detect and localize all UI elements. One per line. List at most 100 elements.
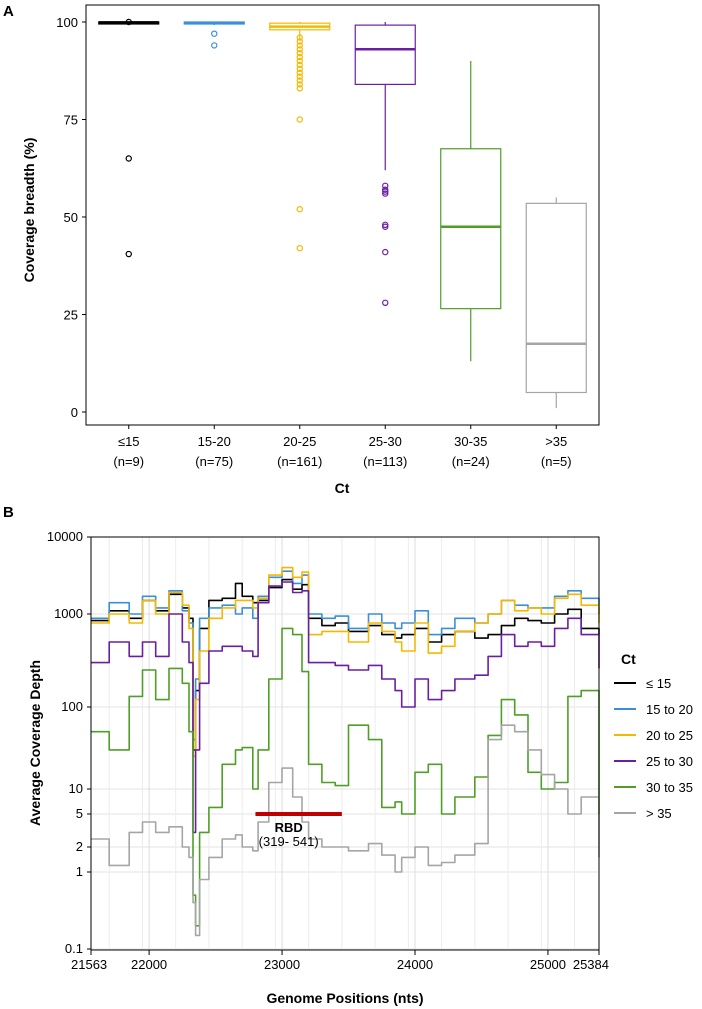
panel-b-grid	[90, 536, 600, 950]
box-group-2: 20-25 (n=161)	[269, 22, 331, 469]
outlier-point	[382, 248, 389, 256]
box	[354, 24, 416, 85]
outlier-point	[296, 73, 303, 80]
outlier-point	[296, 77, 303, 84]
x-tick-count: (n=9)	[113, 454, 144, 469]
outlier-point	[125, 155, 132, 162]
box-group-5: >35 (n=5)	[525, 197, 587, 469]
x-tick-label: ≤15	[118, 434, 140, 449]
panel-b-y-axis: 0.1 1 2 5 10 100 1000 10000	[47, 529, 91, 956]
panel-b-x-axis: 21563 22000 23000 24000 25000 25384	[71, 950, 609, 972]
legend-item-label: 30 to 35	[646, 780, 693, 795]
y-tick-label: 5	[76, 806, 83, 821]
panel-a-x-label: Ct	[335, 480, 350, 496]
outlier-point	[296, 57, 303, 65]
outlier-point	[125, 18, 132, 26]
box-group-1: 15-20 (n=75)	[183, 21, 245, 469]
outlier-point	[296, 85, 303, 92]
panel-a-y-label: Coverage breadth (%)	[21, 138, 37, 283]
outlier-point	[296, 46, 303, 53]
x-tick-label: 20-25	[283, 434, 316, 449]
y-tick-label: 10000	[47, 529, 83, 544]
legend-item-label: 15 to 20	[646, 702, 693, 717]
outlier-point	[382, 190, 389, 197]
legend-title: Ct	[621, 651, 636, 667]
panel-b-x-label: Genome Positions (nts)	[266, 990, 423, 1006]
box	[440, 148, 502, 310]
outlier-point	[296, 69, 303, 76]
outlier-point	[382, 182, 389, 189]
x-tick-count: (n=75)	[195, 454, 233, 469]
y-tick-label: 10	[69, 781, 83, 796]
series-line-3	[91, 581, 600, 834]
panel-a-frame	[85, 4, 600, 426]
rbd-label: RBD	[275, 820, 303, 835]
x-tick-label: 23000	[264, 957, 300, 972]
outlier-point	[211, 42, 218, 49]
outlier-point	[382, 299, 389, 306]
panel-a-label: A	[3, 3, 14, 20]
panel-a-groups: ≤15 (n=9) 15-20 (n=75) 20-25 (n=161) 25-30 (n=1…	[98, 18, 587, 469]
y-tick-label: 1000	[54, 606, 83, 621]
x-tick-label: 25-30	[369, 434, 402, 449]
series-line-2	[91, 566, 600, 758]
y-tick-label: 25	[64, 308, 78, 323]
outlier-point	[296, 65, 303, 73]
outlier-point	[296, 42, 303, 49]
panel-b-linechart: RBD(319- 541) 0.1 1 2 5 10 100 1000 10000 21563…	[27, 529, 693, 1006]
outlier-point	[211, 30, 218, 37]
x-tick-label: 15-20	[198, 434, 231, 449]
box-group-3: 25-30 (n=113)	[354, 22, 416, 469]
y-tick-label: 100	[61, 699, 83, 714]
legend-item-label: 20 to 25	[646, 728, 693, 743]
panel-a-boxplot: 0 25 50 75 100 ≤15 (n=9) 15-20 (n=75) 20-25 (n=16…	[21, 4, 600, 496]
outlier-point	[296, 53, 303, 61]
outlier-point	[382, 221, 389, 228]
rbd-annotation: RBD(319- 541)	[255, 811, 342, 849]
x-tick-label: 25384	[573, 957, 609, 972]
legend-item-label: 25 to 30	[646, 754, 693, 769]
y-tick-label: 0.1	[65, 941, 83, 956]
panel-a-y-axis: 0 25 50 75 100	[56, 15, 86, 420]
outlier-point	[296, 81, 303, 88]
legend-item-label: > 35	[646, 806, 672, 821]
x-tick-label: 25000	[530, 957, 566, 972]
panel-b-series	[91, 566, 600, 937]
panel-b-label: B	[3, 504, 14, 521]
y-tick-label: 1	[76, 864, 83, 879]
outlier-point	[382, 223, 389, 230]
legend: Ct ≤ 15 15 to 20 20 to 25 25 to 30 30 to 35 >…	[614, 651, 693, 821]
y-tick-label: 50	[64, 210, 78, 225]
panel-b-frame	[90, 536, 600, 951]
y-tick-label: 75	[64, 113, 78, 128]
outlier-point	[382, 188, 389, 195]
outlier-point	[125, 250, 132, 258]
x-tick-count: (n=113)	[363, 454, 407, 469]
series-line-4	[91, 627, 600, 927]
outlier-point	[296, 116, 303, 123]
outlier-point	[296, 38, 303, 45]
x-tick-label: >35	[545, 434, 567, 449]
outlier-point	[296, 244, 303, 252]
box-group-4: 30-35 (n=24)	[440, 61, 502, 469]
outlier-point	[296, 205, 303, 213]
x-tick-count: (n=24)	[452, 454, 490, 469]
box-group-0: ≤15 (n=9)	[98, 18, 160, 469]
outlier-point	[296, 34, 303, 41]
x-tick-count: (n=5)	[541, 454, 572, 469]
x-tick-label: 22000	[131, 957, 167, 972]
x-tick-count: (n=161)	[277, 454, 322, 469]
outlier-point	[382, 186, 389, 193]
y-tick-label: 100	[56, 15, 78, 30]
series-line-5	[91, 724, 600, 937]
rbd-sublabel: (319- 541)	[259, 834, 319, 849]
x-tick-label: 24000	[397, 957, 433, 972]
y-tick-label: 2	[76, 839, 83, 854]
legend-item-label: ≤ 15	[646, 676, 671, 691]
box	[525, 202, 587, 394]
x-tick-label: 21563	[71, 957, 107, 972]
outlier-point	[296, 50, 303, 57]
y-tick-label: 0	[71, 405, 78, 420]
x-tick-label: 30-35	[454, 434, 487, 449]
